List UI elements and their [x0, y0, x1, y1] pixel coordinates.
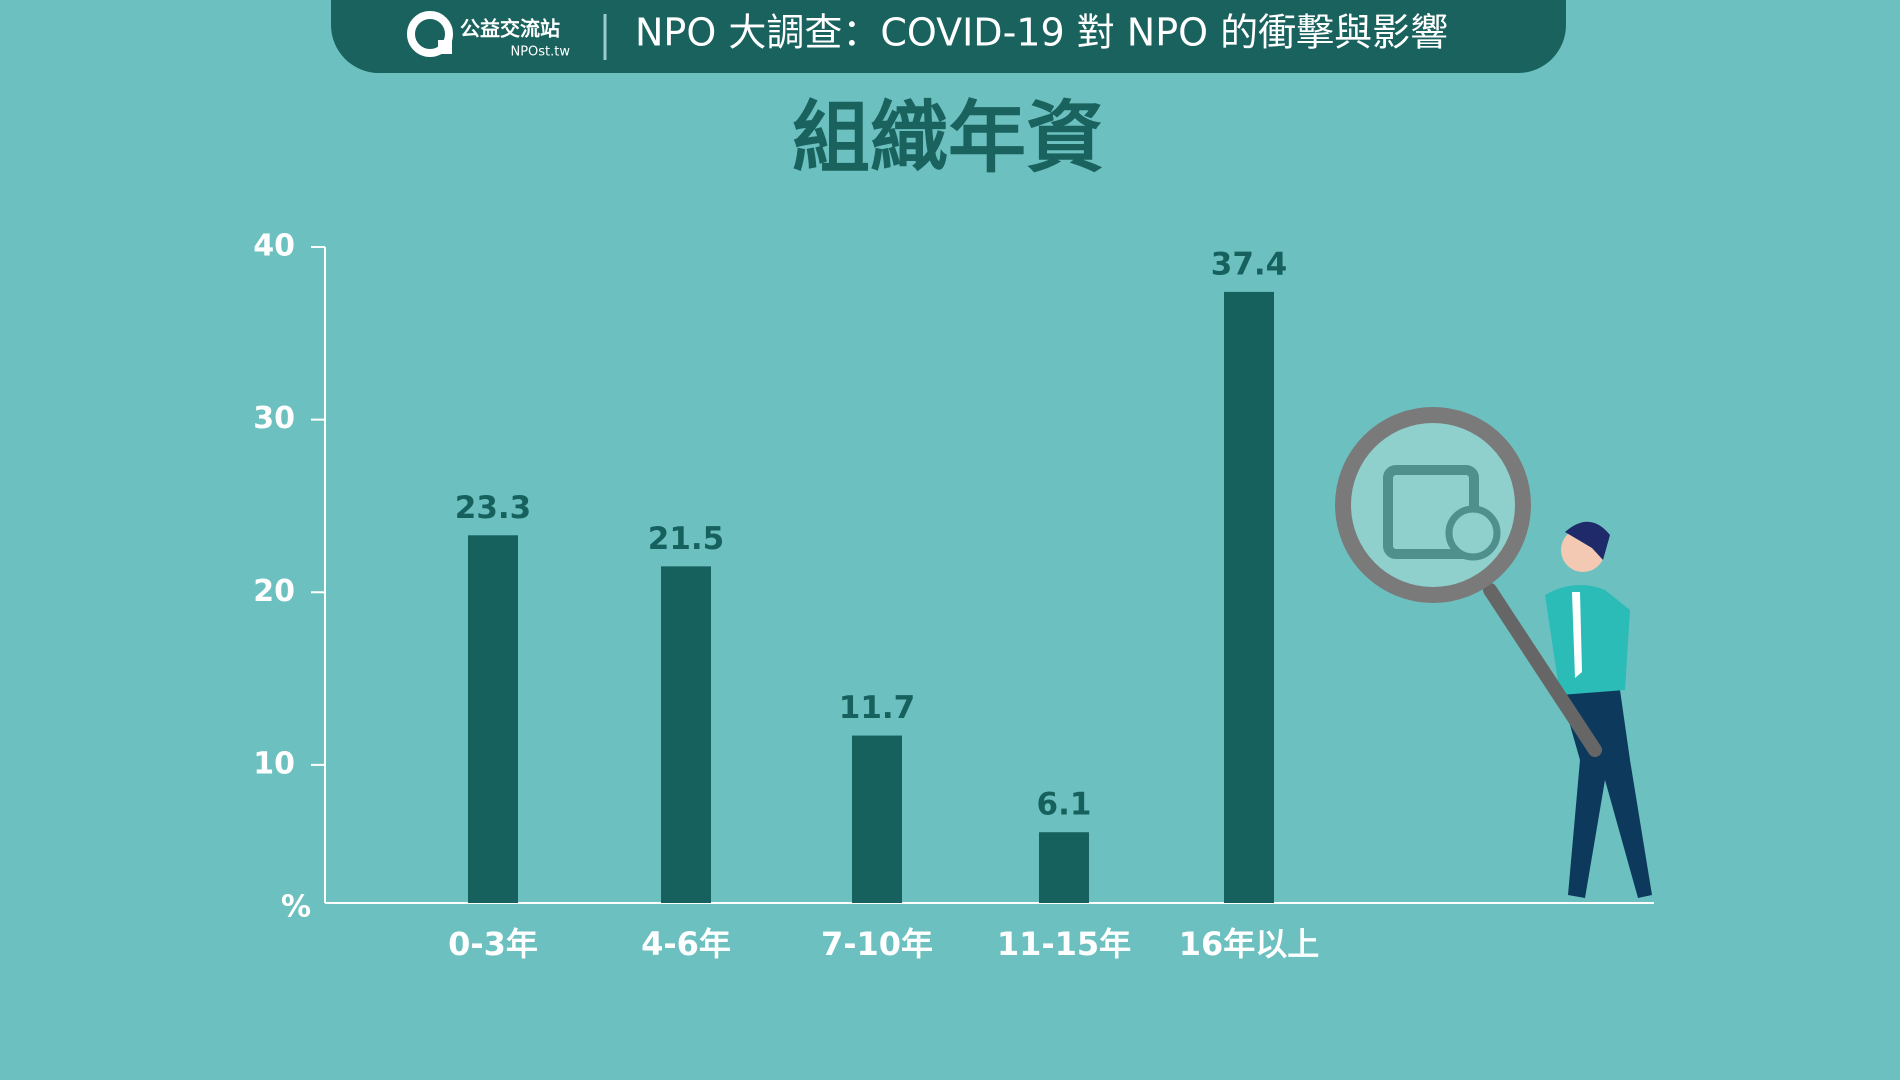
bar	[661, 566, 711, 903]
chart-title: 組織年資	[792, 93, 1104, 183]
data-label: 23.3	[455, 490, 532, 526]
person-tie	[1572, 592, 1582, 678]
logo-icon	[407, 11, 453, 57]
header-title: NPO 大調查：COVID-19 對 NPO 的衝擊與影響	[635, 11, 1448, 55]
y-tick-label: 40	[253, 229, 295, 264]
y-tick-label: 30	[253, 401, 295, 436]
x-tick-label: 16年以上	[1179, 925, 1320, 963]
bar	[468, 535, 518, 903]
data-label: 37.4	[1211, 246, 1288, 282]
magnifier-lens	[1335, 407, 1531, 603]
data-label: 6.1	[1037, 787, 1092, 823]
y-tick-label: 10	[253, 746, 295, 781]
illustration	[1335, 407, 1652, 898]
x-tick-label: 11-15年	[997, 925, 1131, 963]
x-tick-label: 0-3年	[448, 925, 538, 963]
logo-url: NPOst.tw	[510, 45, 570, 60]
person-body	[1545, 585, 1630, 695]
data-label: 11.7	[839, 690, 916, 726]
bar	[852, 735, 902, 903]
bar	[1039, 832, 1089, 903]
x-tick-label: 4-6年	[641, 925, 731, 963]
magnifier-handle	[1483, 583, 1602, 757]
logo-icon	[438, 40, 452, 54]
y-axis-label: %	[281, 890, 311, 925]
bar	[1224, 291, 1274, 903]
x-tick-label: 7-10年	[821, 925, 933, 963]
logo-name: 公益交流站	[460, 17, 560, 41]
data-label: 21.5	[648, 521, 725, 557]
header-bar	[331, 0, 1566, 73]
person-hair	[1565, 521, 1610, 560]
clock-icon	[1445, 505, 1501, 561]
y-tick-label: 20	[253, 574, 295, 609]
